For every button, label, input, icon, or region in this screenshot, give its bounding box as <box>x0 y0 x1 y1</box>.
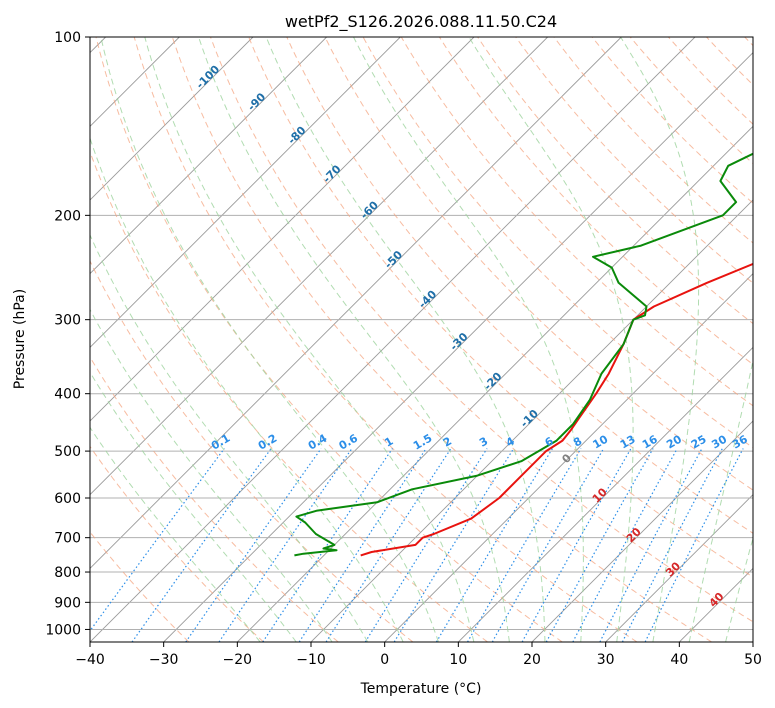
x-tick-label: 20 <box>523 652 541 668</box>
y-tick-label: 100 <box>54 30 81 46</box>
plot-frame <box>89 36 754 643</box>
isotherm-line <box>384 273 753 642</box>
y-tick-label: 300 <box>54 313 81 329</box>
moist-adiabat-line <box>90 136 404 642</box>
moist-adiabat-line <box>90 371 297 642</box>
mixing-ratio-line <box>131 448 272 642</box>
isotherm-line <box>237 125 753 642</box>
x-tick-label: 0 <box>380 652 389 668</box>
dry-adiabat-line <box>286 37 753 534</box>
dry-adiabat-line <box>90 445 264 642</box>
moist-adiabat-line <box>90 308 333 642</box>
isotherm-line <box>605 494 753 642</box>
x-tick-label: 30 <box>597 652 615 668</box>
moist-adiabat-line <box>353 37 584 642</box>
dry-adiabat-lines <box>90 37 753 642</box>
x-tick-label: 50 <box>744 652 762 668</box>
dry-adiabat-line <box>362 37 753 449</box>
moist-adiabat-line <box>100 37 439 642</box>
moist-adiabat-line <box>620 37 700 642</box>
dry-adiabat-line <box>324 37 753 491</box>
x-tick-label: −40 <box>75 652 105 668</box>
mixing-ratio-line <box>262 448 393 642</box>
y-tick-label: 400 <box>54 387 81 403</box>
dry-adiabat-line <box>90 150 488 642</box>
mixing-ratio-line <box>90 448 225 632</box>
isotherm-line <box>90 37 548 496</box>
isotherm-line <box>90 37 254 201</box>
isotherm-line <box>458 346 753 642</box>
dry-adiabat-line <box>248 37 753 578</box>
x-tick-label: −30 <box>149 652 179 668</box>
y-tick-label: 900 <box>54 595 81 611</box>
temperature-profile-line <box>360 262 753 557</box>
moist-adiabat-line <box>198 37 510 642</box>
dry-adiabat-line <box>133 37 638 642</box>
moist-adiabat-line <box>265 37 546 642</box>
dry-adiabat-line <box>171 37 712 642</box>
moist-adiabat-line <box>144 37 475 642</box>
mixing-ratio-line <box>393 448 515 642</box>
isotherm-line <box>90 37 475 422</box>
mixing-ratio-line <box>572 448 678 642</box>
y-tick-label: 500 <box>54 444 81 460</box>
x-axis-ticks: −40 −30 −20 −10 0 10 20 30 40 50 <box>75 642 762 668</box>
x-tick-label: −10 <box>296 652 326 668</box>
isobar-gridlines <box>90 37 753 630</box>
dry-adiabat-line <box>400 37 753 407</box>
dry-adiabat-line <box>438 37 753 366</box>
y-tick-label: 700 <box>54 531 81 547</box>
moist-adiabat-line <box>90 426 261 642</box>
moist-adiabat-lines <box>90 37 753 642</box>
x-tick-label: 10 <box>449 652 467 668</box>
mixing-ratio-line <box>599 448 703 642</box>
moist-adiabat-line <box>725 536 753 642</box>
isotherm-line <box>90 37 401 348</box>
sounding-profiles <box>294 152 753 557</box>
isotherm-line <box>90 37 327 275</box>
x-tick-label: −20 <box>223 652 253 668</box>
moist-adiabat-line <box>90 233 369 642</box>
y-tick-label: 600 <box>54 491 81 507</box>
moist-adiabat-line <box>688 358 753 642</box>
isotherm-line <box>90 37 696 642</box>
dry-adiabat-line <box>90 356 339 642</box>
mixing-ratio-line <box>491 448 605 642</box>
x-axis-label: Temperature (°C) <box>360 681 482 697</box>
mixing-ratio-line <box>325 448 452 642</box>
isotherm-line <box>163 52 753 642</box>
dry-adiabat-line <box>209 37 753 623</box>
plot-area: 0.1 0.2 0.4 0.6 1 1.5 2 3 4 6 8 10 13 16 20 25 30 36-100-… <box>90 37 753 642</box>
mixing-ratio-lines <box>90 448 744 642</box>
mixing-ratio-line <box>364 448 488 642</box>
isotherm-lines <box>90 37 753 642</box>
mixing-ratio-line <box>218 448 353 642</box>
dewpoint-profile-line <box>294 152 753 557</box>
mixing-ratio-line <box>185 448 322 642</box>
y-tick-label: 800 <box>54 565 81 581</box>
mixing-ratio-line <box>298 448 427 642</box>
x-tick-label: 40 <box>670 652 688 668</box>
y-tick-label: 1000 <box>45 622 81 638</box>
dry-adiabat-line <box>95 37 563 642</box>
y-tick-label: 200 <box>54 208 81 224</box>
isotherm-line <box>531 420 753 642</box>
mixing-ratio-line <box>644 448 744 642</box>
chart-title: wetPf2_S126.2026.088.11.50.C24 <box>285 12 557 32</box>
y-axis-label: Pressure (hPa) <box>12 289 28 389</box>
y-axis-ticks: 100 200 300 400 500 600 700 800 900 1000 <box>45 30 90 638</box>
mixing-ratio-line <box>621 448 723 642</box>
isotherm-line <box>90 37 622 569</box>
mixing-ratio-line <box>466 448 582 642</box>
